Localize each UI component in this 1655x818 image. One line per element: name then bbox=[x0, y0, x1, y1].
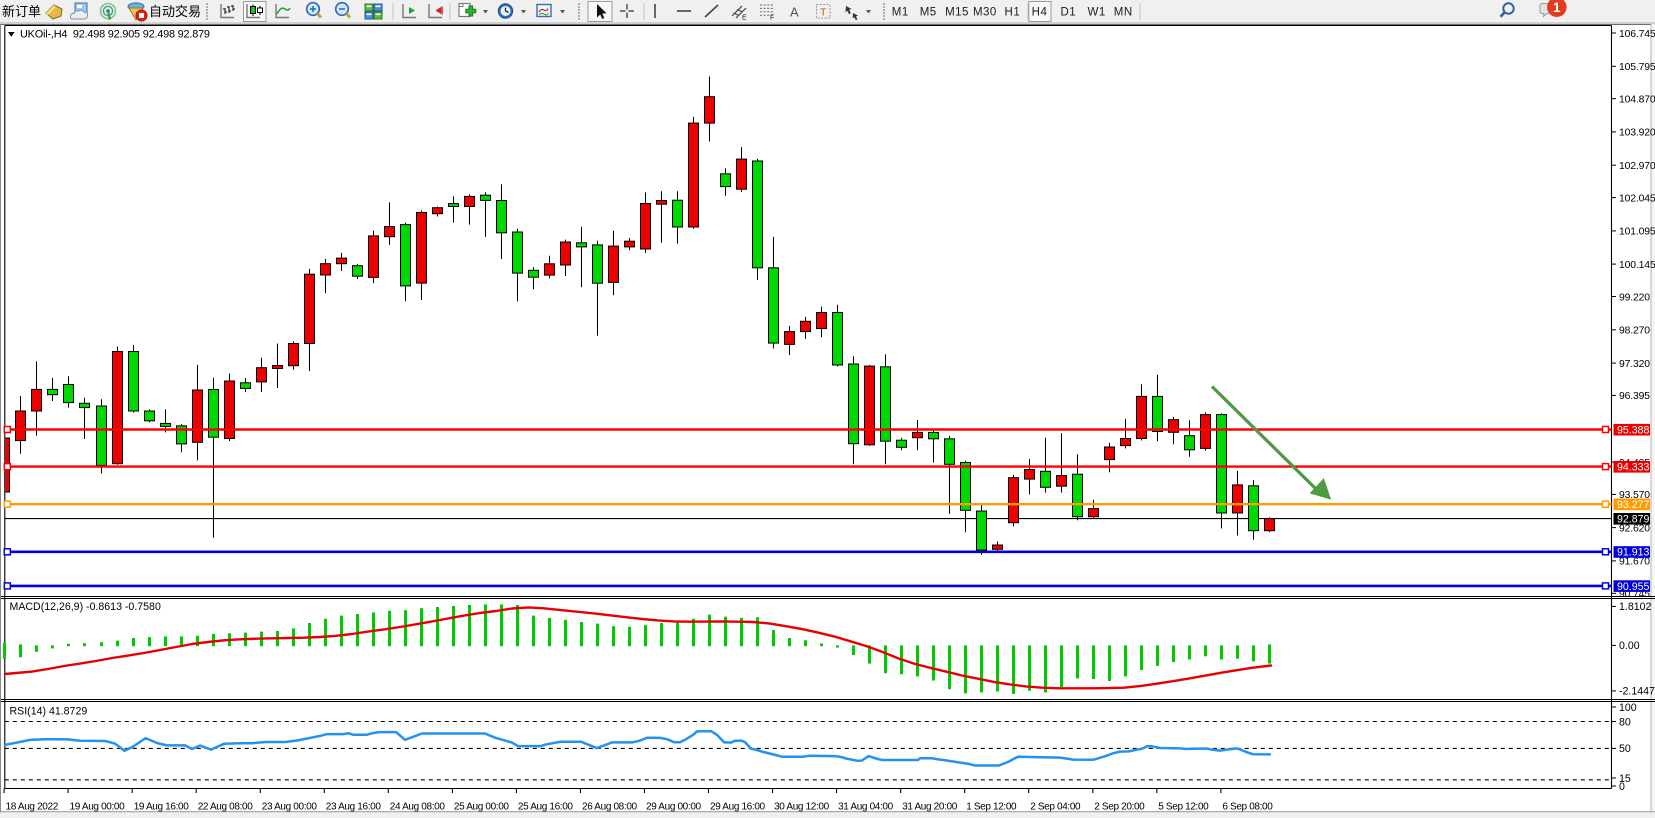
svg-text:30 Aug 12:00: 30 Aug 12:00 bbox=[774, 802, 830, 813]
svg-text:50: 50 bbox=[1619, 743, 1631, 755]
svg-text:D1: D1 bbox=[1060, 7, 1076, 19]
svg-text:W1: W1 bbox=[1087, 7, 1105, 19]
svg-text:0: 0 bbox=[1619, 781, 1625, 793]
svg-text:1: 1 bbox=[1553, 0, 1561, 15]
svg-text:90.745: 90.745 bbox=[1619, 589, 1650, 600]
svg-text:94.333: 94.333 bbox=[1617, 462, 1650, 474]
svg-text:2 Sep 20:00: 2 Sep 20:00 bbox=[1094, 802, 1145, 813]
svg-text:102.970: 102.970 bbox=[1619, 161, 1655, 172]
svg-text:92.620: 92.620 bbox=[1619, 523, 1650, 534]
svg-text:6 Sep 08:00: 6 Sep 08:00 bbox=[1222, 802, 1273, 813]
svg-text:-2.1447: -2.1447 bbox=[1619, 686, 1655, 698]
svg-text:97.320: 97.320 bbox=[1619, 359, 1650, 370]
svg-text:T: T bbox=[820, 7, 827, 19]
svg-text:25 Aug 00:00: 25 Aug 00:00 bbox=[454, 802, 510, 813]
svg-text:100.145: 100.145 bbox=[1619, 260, 1655, 271]
svg-text:104.870: 104.870 bbox=[1619, 95, 1655, 106]
svg-text:29 Aug 16:00: 29 Aug 16:00 bbox=[710, 802, 766, 813]
svg-text:25 Aug 16:00: 25 Aug 16:00 bbox=[518, 802, 574, 813]
svg-text:80: 80 bbox=[1619, 716, 1631, 728]
svg-text:A: A bbox=[790, 5, 799, 20]
svg-text:0.00: 0.00 bbox=[1619, 640, 1640, 652]
svg-text:100: 100 bbox=[1619, 702, 1637, 714]
svg-text:103.920: 103.920 bbox=[1619, 128, 1655, 139]
svg-text:M5: M5 bbox=[920, 7, 937, 19]
svg-text:15: 15 bbox=[1619, 773, 1631, 785]
svg-text:M1: M1 bbox=[892, 7, 909, 19]
svg-text:99.220: 99.220 bbox=[1619, 292, 1650, 303]
svg-text:106.745: 106.745 bbox=[1619, 29, 1655, 40]
svg-text:31 Aug 20:00: 31 Aug 20:00 bbox=[902, 802, 958, 813]
svg-text:MACD(12,26,9) -0.8613 -0.7580: MACD(12,26,9) -0.8613 -0.7580 bbox=[10, 601, 161, 613]
svg-text:新订单: 新订单 bbox=[2, 4, 41, 19]
svg-text:E: E bbox=[742, 15, 747, 22]
svg-text:H4: H4 bbox=[1032, 7, 1048, 19]
svg-text:24 Aug 08:00: 24 Aug 08:00 bbox=[390, 802, 446, 813]
svg-text:105.795: 105.795 bbox=[1619, 62, 1655, 73]
svg-text:H1: H1 bbox=[1005, 7, 1021, 19]
svg-text:22 Aug 08:00: 22 Aug 08:00 bbox=[198, 802, 254, 813]
svg-text:91.670: 91.670 bbox=[1619, 557, 1650, 568]
svg-text:90.955: 90.955 bbox=[1617, 581, 1650, 593]
svg-text:RSI(14) 41.8729: RSI(14) 41.8729 bbox=[10, 706, 88, 718]
svg-text:93.570: 93.570 bbox=[1619, 490, 1650, 501]
svg-text:M30: M30 bbox=[973, 7, 997, 19]
svg-text:18 Aug 2022: 18 Aug 2022 bbox=[6, 802, 59, 813]
svg-text:23 Aug 16:00: 23 Aug 16:00 bbox=[326, 802, 382, 813]
svg-text:2 Sep 04:00: 2 Sep 04:00 bbox=[1030, 802, 1081, 813]
svg-text:31 Aug 04:00: 31 Aug 04:00 bbox=[838, 802, 894, 813]
svg-text:98.270: 98.270 bbox=[1619, 326, 1650, 337]
svg-text:29 Aug 00:00: 29 Aug 00:00 bbox=[646, 802, 702, 813]
svg-text:1 Sep 12:00: 1 Sep 12:00 bbox=[966, 802, 1017, 813]
svg-text:M15: M15 bbox=[945, 7, 969, 19]
svg-text:26 Aug 08:00: 26 Aug 08:00 bbox=[582, 802, 638, 813]
svg-text:5 Sep 12:00: 5 Sep 12:00 bbox=[1158, 802, 1209, 813]
svg-text:93.277: 93.277 bbox=[1617, 499, 1650, 511]
svg-text:91.913: 91.913 bbox=[1617, 547, 1650, 559]
svg-text:102.045: 102.045 bbox=[1619, 193, 1655, 204]
svg-text:101.095: 101.095 bbox=[1619, 227, 1655, 238]
svg-text:MN: MN bbox=[1114, 7, 1133, 19]
svg-text:19 Aug 16:00: 19 Aug 16:00 bbox=[134, 802, 190, 813]
svg-text:23 Aug 00:00: 23 Aug 00:00 bbox=[262, 802, 318, 813]
svg-text:UKOil-,H4 92.498 92.905 92.49: UKOil-,H4 92.498 92.905 92.498 92.879 bbox=[20, 28, 210, 40]
svg-text:19 Aug 00:00: 19 Aug 00:00 bbox=[70, 802, 126, 813]
svg-text:96.395: 96.395 bbox=[1619, 391, 1650, 402]
svg-text:95.388: 95.388 bbox=[1617, 424, 1650, 436]
svg-text:自动交易: 自动交易 bbox=[149, 4, 201, 19]
svg-text:1.8102: 1.8102 bbox=[1619, 601, 1652, 613]
svg-text:F: F bbox=[770, 15, 774, 22]
svg-text:92.879: 92.879 bbox=[1617, 514, 1650, 526]
